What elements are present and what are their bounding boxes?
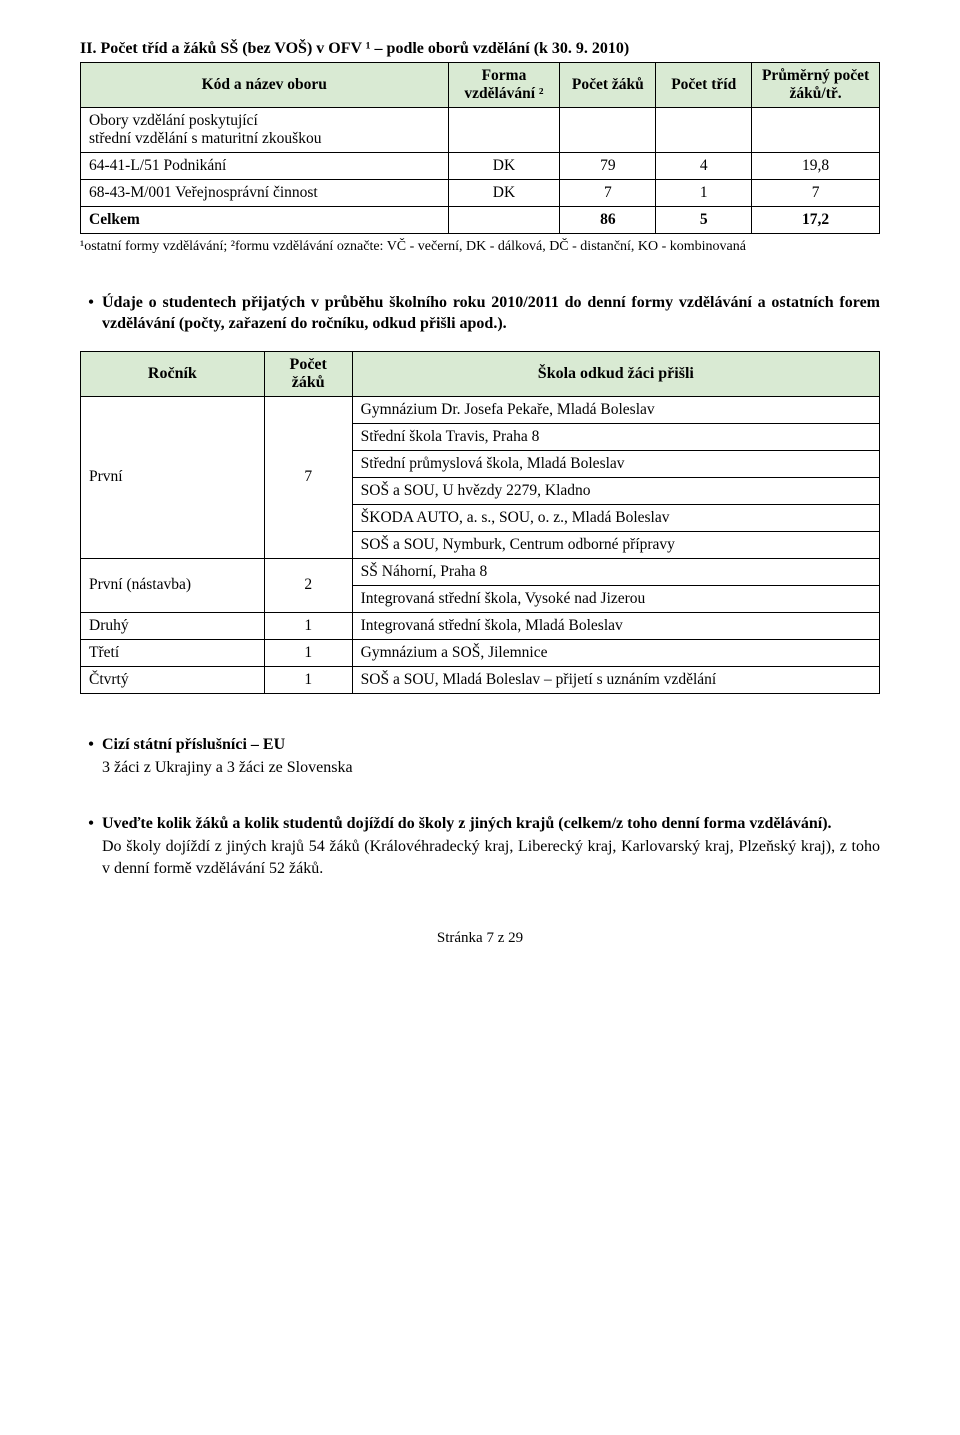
th-rocnik: Ročník (81, 351, 265, 396)
cell-rocnik: První (81, 396, 265, 558)
table-rocnik: Ročník Počet žáků Škola odkud žáci přišl… (80, 351, 880, 694)
cell-rocnik: První (nástavba) (81, 558, 265, 612)
cell-kod: 64-41-L/51 Podnikání (81, 153, 449, 180)
table-row: Kód a název oboru Forma vzdělávání ² Poč… (81, 63, 880, 108)
cell-trid: 4 (656, 153, 752, 180)
table-row: První7Gymnázium Dr. Josefa Pekaře, Mladá… (81, 396, 880, 423)
cell-empty (448, 108, 560, 153)
cell-pocet: 2 (264, 558, 352, 612)
cell-skola: SOŠ a SOU, Mladá Boleslav – přijetí s uz… (352, 666, 879, 693)
cell-pocet: 1 (264, 666, 352, 693)
cell-skola: Gymnázium a SOŠ, Jilemnice (352, 639, 879, 666)
table-row: Čtvrtý1SOŠ a SOU, Mladá Boleslav – přije… (81, 666, 880, 693)
cell-prumer: 19,8 (752, 153, 880, 180)
cell-skola: Střední škola Travis, Praha 8 (352, 423, 879, 450)
table-row: Druhý1Integrovaná střední škola, Mladá B… (81, 612, 880, 639)
page-number: Stránka 7 z 29 (80, 930, 880, 947)
th-zaku: Počet žáků (560, 63, 656, 108)
cell-trid: 1 (656, 180, 752, 207)
cell-skola: SŠ Náhorní, Praha 8 (352, 558, 879, 585)
cell-total-prumer: 17,2 (752, 207, 880, 234)
th-skola: Škola odkud žáci přišli (352, 351, 879, 396)
table-row: První (nástavba)2SŠ Náhorní, Praha 8 (81, 558, 880, 585)
bullet-subtext: Do školy dojíždí z jiných krajů 54 žáků … (102, 836, 880, 879)
cell-total-label: Celkem (81, 207, 449, 234)
cell-skola: Integrovaná střední škola, Vysoké nad Ji… (352, 585, 879, 612)
cell-rocnik: Třetí (81, 639, 265, 666)
cell-empty (448, 207, 560, 234)
table-row: 64-41-L/51 Podnikání DK 79 4 19,8 (81, 153, 880, 180)
cell-total-trid: 5 (656, 207, 752, 234)
cell-forma: DK (448, 180, 560, 207)
obory-label: Obory vzdělání poskytující střední vzděl… (81, 108, 449, 153)
th-forma: Forma vzdělávání ² (448, 63, 560, 108)
footnote: ¹ostatní formy vzdělávání; ²formu vzdělá… (80, 238, 880, 256)
cell-empty (656, 108, 752, 153)
cell-empty (752, 108, 880, 153)
bullet-icon: • (80, 292, 102, 335)
th-kod: Kód a název oboru (81, 63, 449, 108)
bullet-block: • Uveďte kolik žáků a kolik studentů doj… (80, 813, 880, 880)
table-row: Ročník Počet žáků Škola odkud žáci přišl… (81, 351, 880, 396)
th-pocet: Počet žáků (264, 351, 352, 396)
bullet-icon: • (80, 813, 102, 835)
cell-total-zaku: 86 (560, 207, 656, 234)
bullet-subtext: 3 žáci z Ukrajiny a 3 žáci ze Slovenska (102, 757, 880, 779)
bullet-block: • Údaje o studentech přijatých v průběhu… (80, 292, 880, 335)
table-row: Obory vzdělání poskytující střední vzděl… (81, 108, 880, 153)
cell-prumer: 7 (752, 180, 880, 207)
page: II. Počet tříd a žáků SŠ (bez VOŠ) v OFV… (0, 0, 960, 987)
section-title: II. Počet tříd a žáků SŠ (bez VOŠ) v OFV… (80, 40, 880, 58)
cell-pocet: 1 (264, 639, 352, 666)
cell-kod: 68-43-M/001 Veřejnosprávní činnost (81, 180, 449, 207)
cell-pocet: 1 (264, 612, 352, 639)
table-row: Třetí1Gymnázium a SOŠ, Jilemnice (81, 639, 880, 666)
cell-rocnik: Čtvrtý (81, 666, 265, 693)
bullet-title: Cizí státní příslušníci – EU (102, 734, 880, 756)
th-trid: Počet tříd (656, 63, 752, 108)
cell-skola: SOŠ a SOU, Nymburk, Centrum odborné příp… (352, 531, 879, 558)
bullet-title: Uveďte kolik žáků a kolik studentů dojíž… (102, 813, 880, 835)
cell-skola: Integrovaná střední škola, Mladá Bolesla… (352, 612, 879, 639)
cell-skola: SOŠ a SOU, U hvězdy 2279, Kladno (352, 477, 879, 504)
cell-skola: ŠKODA AUTO, a. s., SOU, o. z., Mladá Bol… (352, 504, 879, 531)
cell-rocnik: Druhý (81, 612, 265, 639)
cell-zaku: 7 (560, 180, 656, 207)
cell-empty (560, 108, 656, 153)
cell-skola: Střední průmyslová škola, Mladá Boleslav (352, 450, 879, 477)
table-obory: Kód a název oboru Forma vzdělávání ² Poč… (80, 62, 880, 234)
cell-pocet: 7 (264, 396, 352, 558)
cell-zaku: 79 (560, 153, 656, 180)
bullet-block: • Cizí státní příslušníci – EU 3 žáci z … (80, 734, 880, 779)
cell-skola: Gymnázium Dr. Josefa Pekaře, Mladá Boles… (352, 396, 879, 423)
bullet-text: Údaje o studentech přijatých v průběhu š… (102, 292, 880, 335)
th-prumer: Průměrný počet žáků/tř. (752, 63, 880, 108)
bullet-icon: • (80, 734, 102, 756)
table-row: Celkem 86 5 17,2 (81, 207, 880, 234)
cell-forma: DK (448, 153, 560, 180)
table-row: 68-43-M/001 Veřejnosprávní činnost DK 7 … (81, 180, 880, 207)
